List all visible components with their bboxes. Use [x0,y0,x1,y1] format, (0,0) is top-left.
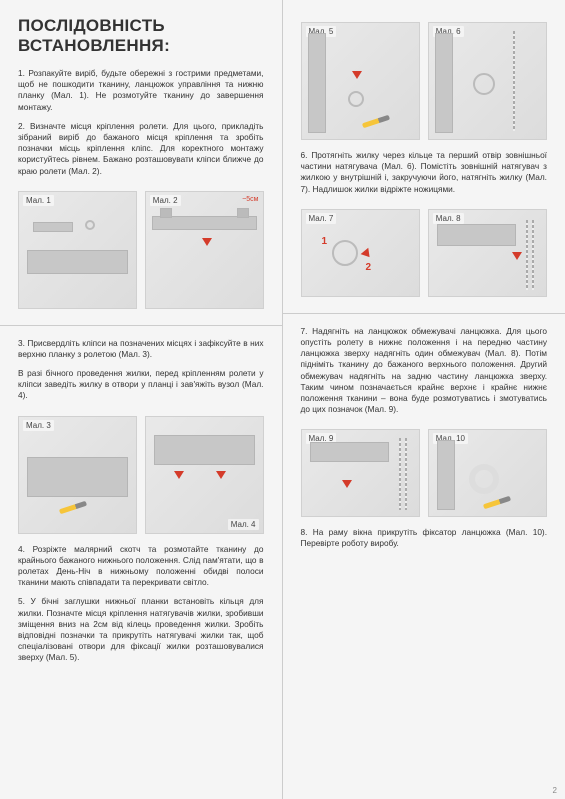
figure-7-label: Мал. 7 [306,213,337,224]
fig-row-3-4: Мал. 3 Мал. 4 [18,416,264,534]
figure-3-label: Мал. 3 [23,420,54,431]
divider-left [0,325,282,326]
step-5: 5. У бічні заглушки нижньої планки встан… [18,596,264,663]
divider-right [283,313,565,314]
step-1: 1. Розпакуйте виріб, будьте обережні з г… [18,68,264,113]
right-column: Мал. 5 Мал. 6 6. Протягніть жилку через … [283,0,565,799]
figure-3: Мал. 3 [18,416,137,534]
step-3: 3. Присвердліть кліпси на позначених міс… [18,338,264,360]
figure-4-label: Мал. 4 [228,519,259,530]
left-column: ПОСЛІДОВНІСТЬ ВСТАНОВЛЕННЯ: 1. Розпакуйт… [0,0,283,799]
fig-row-7-8: Мал. 7 1 2 Мал. 8 [301,209,548,297]
figure-9: Мал. 9 [301,429,420,517]
figure-7: Мал. 7 1 2 [301,209,420,297]
figure-8: Мал. 8 [428,209,547,297]
fig-row-9-10: Мал. 9 Мал. 10 [301,429,548,517]
figure-2-label: Мал. 2 [150,195,181,206]
figure-4: Мал. 4 [145,416,264,534]
page-number: 2 [553,786,557,795]
figure-8-label: Мал. 8 [433,213,464,224]
step-7: 7. Надягніть на ланцюжок обмежувачі ланц… [301,326,548,416]
figure-5: Мал. 5 [301,22,420,140]
step-8: 8. На раму вікна прикрутіть фіксатор лан… [301,527,548,549]
page-title: ПОСЛІДОВНІСТЬ ВСТАНОВЛЕННЯ: [18,16,264,56]
dimension-note: ~5см [242,196,258,203]
figure-1: Мал. 1 [18,191,137,309]
figure-10: Мал. 10 [428,429,547,517]
fig-row-1-2: Мал. 1 Мал. 2 ~5см [18,191,264,309]
figure-1-label: Мал. 1 [23,195,54,206]
figure-2: Мал. 2 ~5см [145,191,264,309]
callout-1: 1 [322,236,328,247]
step-6: 6. Протягніть жилку через кільце та перш… [301,150,548,195]
fig-row-5-6: Мал. 5 Мал. 6 [301,22,548,140]
callout-2: 2 [366,262,372,273]
step-3b: В разі бічного проведення жилки, перед к… [18,368,264,402]
step-4: 4. Розріжте малярний скотч та розмотайте… [18,544,264,589]
figure-6: Мал. 6 [428,22,547,140]
step-2: 2. Визначте місця кріплення ролети. Для … [18,121,264,177]
